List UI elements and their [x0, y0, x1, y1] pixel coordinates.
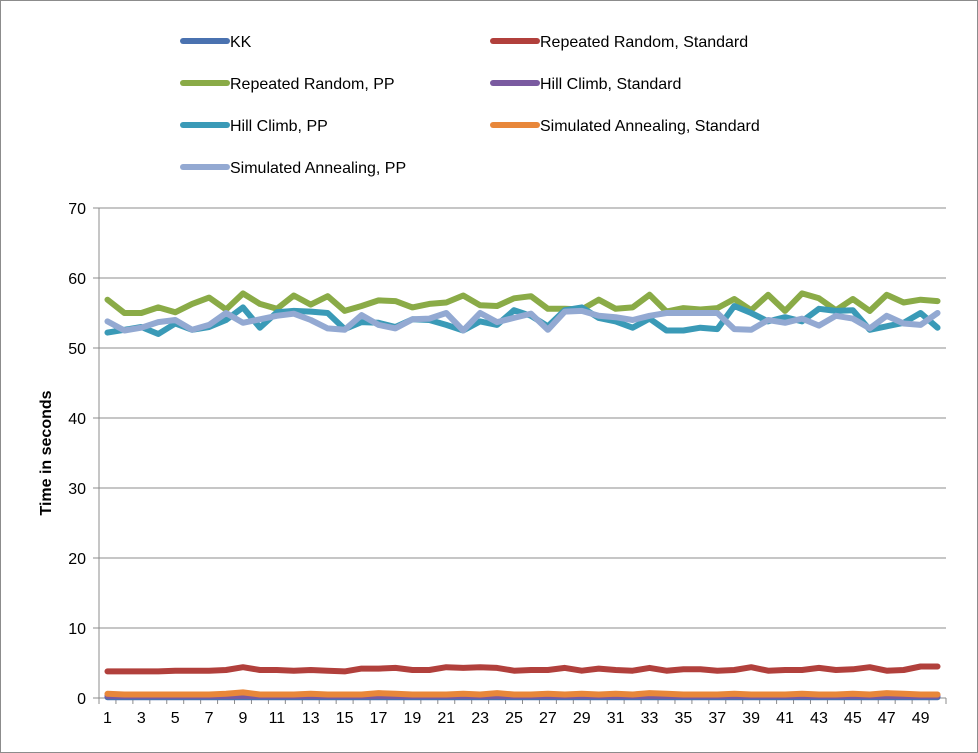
legend-label-hill-climb-pp: Hill Climb, PP: [230, 118, 328, 135]
y-tick-label: 10: [68, 621, 86, 638]
x-tick-label: 29: [573, 710, 591, 727]
y-axis-title: Time in seconds: [38, 390, 55, 515]
series-line-simulated-annealing-standard: [104, 689, 941, 698]
x-tick-label: 9: [239, 710, 248, 727]
x-tick-label: 23: [471, 710, 489, 727]
x-tick-label: 47: [878, 710, 896, 727]
x-tick-label: 25: [505, 710, 523, 727]
y-tick-label: 60: [68, 271, 86, 288]
x-tick-label: 15: [336, 710, 354, 727]
x-tick-label: 27: [539, 710, 557, 727]
series-line-simulated-annealing-pp: [104, 307, 941, 334]
series-lines: [104, 290, 941, 701]
x-tick-label: 31: [607, 710, 625, 727]
x-tick-label: 7: [205, 710, 214, 727]
x-tick-label: 39: [742, 710, 760, 727]
legend-label-kk: KK: [230, 34, 252, 51]
y-tick-label: 40: [68, 411, 86, 428]
x-tick-label: 21: [437, 710, 455, 727]
legend-label-simulated-annealing-standard: Simulated Annealing, Standard: [540, 118, 760, 135]
y-tick-labels: 0 10 20 30 40 50 60 70: [68, 201, 86, 708]
legend-label-repeated-random-pp: Repeated Random, PP: [230, 76, 395, 93]
legend-label-hill-climb-standard: Hill Climb, Standard: [540, 76, 681, 93]
legend: KK Repeated Random, Standard Repeated Rand…: [180, 34, 760, 177]
x-tick-label: 41: [776, 710, 794, 727]
x-tick-label: 49: [912, 710, 930, 727]
y-tick-label: 0: [77, 691, 86, 708]
x-tick-label: 13: [302, 710, 320, 727]
y-tick-label: 20: [68, 551, 86, 568]
x-tick-label: 35: [675, 710, 693, 727]
gridlines: [93, 207, 946, 699]
x-tick-label: 17: [370, 710, 388, 727]
x-tick-label: 11: [269, 710, 286, 727]
x-tick-label: 45: [844, 710, 862, 727]
y-tick-label: 70: [68, 201, 86, 218]
x-tick-label: 19: [403, 710, 421, 727]
series-line-repeated-random-standard: [104, 663, 941, 675]
x-tick-label: 5: [171, 710, 180, 727]
x-tick-label: 33: [641, 710, 659, 727]
x-tick-label: 37: [708, 710, 726, 727]
x-tick-label: 1: [103, 710, 112, 727]
x-tick-label: 43: [810, 710, 828, 727]
y-tick-label: 50: [68, 341, 86, 358]
y-tick-label: 30: [68, 481, 86, 498]
legend-label-repeated-random-standard: Repeated Random, Standard: [540, 34, 748, 51]
series-line-repeated-random-pp: [104, 290, 941, 316]
x-tick-labels: 1 3 5 7 9 11 13 15 17 19 21 23 25 27 29 31 33 35 37 39 41 43 4…: [103, 710, 930, 727]
x-tick-label: 3: [137, 710, 146, 727]
legend-label-simulated-annealing-pp: Simulated Annealing, PP: [230, 160, 406, 177]
